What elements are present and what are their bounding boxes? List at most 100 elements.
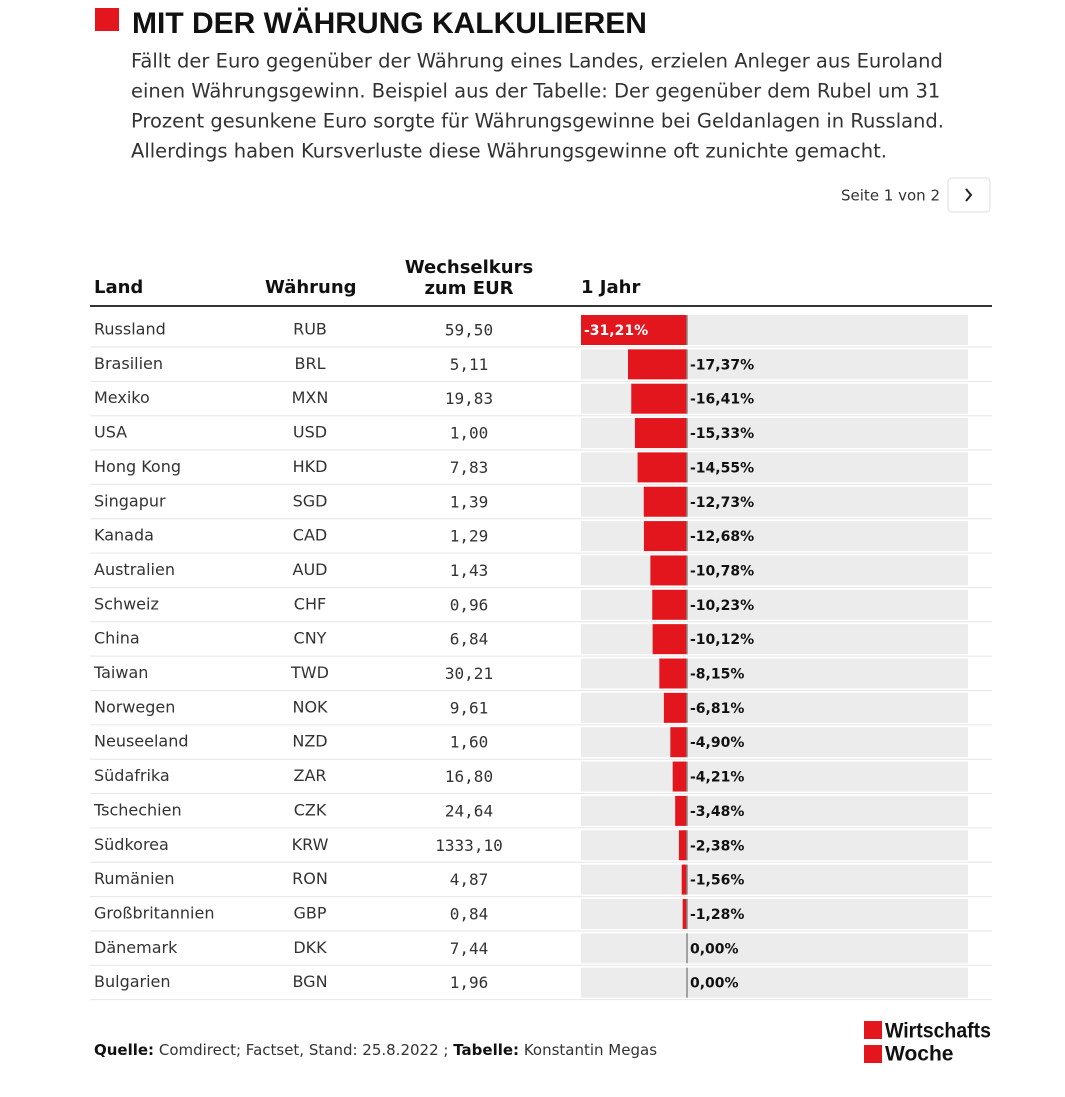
logo-text: Woche (885, 1043, 953, 1066)
logo-text: Wirtschafts (885, 1020, 991, 1043)
change-bar (682, 898, 687, 929)
source: Comdirect; Factset, Stand: 25.8.2022 ; (159, 1041, 449, 1059)
currency: KRW (292, 835, 329, 854)
change-label: 0,00% (690, 941, 739, 957)
currency: CHF (294, 594, 326, 613)
change-label: -3,48% (690, 804, 744, 820)
footer: Quelle: Comdirect; Factset, Stand: 25.8.… (94, 1041, 657, 1059)
change-bar (643, 486, 687, 517)
title: MIT DER WÄHRUNG KALKULIEREN (132, 7, 647, 40)
rate: 7,83 (450, 458, 489, 477)
author: Konstantin Megas (524, 1041, 657, 1059)
row-bar-bg (581, 761, 968, 792)
country: Schweiz (94, 594, 159, 613)
rate: 1333,10 (435, 836, 502, 855)
logo-mark (864, 1021, 882, 1039)
change-label: -4,21% (690, 770, 744, 786)
change-label: -12,68% (690, 529, 754, 545)
change-label: -2,38% (690, 838, 744, 854)
row-bar-bg (581, 521, 968, 552)
rate: 19,83 (445, 389, 493, 408)
rate: 0,84 (450, 904, 489, 923)
country: Singapur (94, 491, 166, 510)
rate: 1,29 (450, 527, 489, 546)
source-label: Quelle: (94, 1041, 154, 1059)
change-bar (637, 452, 687, 483)
change-label: -8,15% (690, 667, 744, 683)
row-bar-bg (581, 727, 968, 758)
change-bar (675, 795, 687, 826)
currency: RON (292, 869, 328, 888)
currency: GBP (293, 903, 326, 922)
change-bar (670, 727, 687, 758)
currency: USD (293, 423, 327, 442)
intro-line: einen Währungsgewinn. Beispiel aus der T… (131, 80, 940, 103)
table-label: Tabelle: (453, 1041, 519, 1059)
country: Hong Kong (94, 457, 181, 476)
rate: 4,87 (450, 870, 489, 889)
currency: NZD (292, 732, 327, 751)
rate: 0,96 (450, 595, 489, 614)
currency: BRL (294, 354, 325, 373)
next-button[interactable] (947, 177, 991, 213)
column-header: zum EUR (424, 278, 513, 299)
change-bar (643, 521, 687, 552)
column-header: Wechselkurs (405, 257, 533, 278)
currency: MXN (292, 388, 329, 407)
row-bar-bg (581, 658, 968, 689)
row-bar-bg (581, 795, 968, 826)
intro-line: Fällt der Euro gegenüber der Währung ein… (131, 50, 943, 73)
rate: 1,60 (450, 733, 489, 752)
rate: 6,84 (450, 630, 489, 649)
change-label: -1,28% (690, 907, 744, 923)
currency: AUD (293, 560, 328, 579)
currency: RUB (293, 320, 327, 339)
rate: 59,50 (445, 321, 493, 340)
country: Mexiko (94, 388, 150, 407)
currency: CZK (294, 800, 327, 819)
change-bar (628, 349, 687, 380)
rate: 7,44 (450, 939, 489, 958)
currency: BGN (292, 972, 327, 991)
change-bar (652, 624, 687, 655)
rate: 1,39 (450, 492, 489, 511)
change-label: -17,37% (690, 357, 754, 373)
currency: TWD (290, 663, 329, 682)
rate: 5,11 (450, 355, 489, 374)
pager: Seite 1 von 2 (841, 187, 940, 205)
row-bar-bg (581, 864, 968, 895)
table-rows: Russland RUB 59,50 -31,21% Brasilien BRL 5,11 -… (90, 315, 992, 1001)
currency: DKK (293, 938, 327, 957)
country: China (94, 629, 140, 648)
change-bar (631, 383, 687, 414)
currency: CAD (293, 526, 327, 545)
column-header: 1 Jahr (581, 277, 640, 298)
change-bar (581, 315, 687, 345)
change-bar (634, 418, 687, 449)
change-label: -14,55% (690, 460, 754, 476)
change-label: -16,41% (690, 392, 754, 408)
change-bar (663, 692, 687, 723)
rate: 16,80 (445, 767, 493, 786)
country: USA (94, 423, 127, 442)
rate: 30,21 (445, 664, 493, 683)
rate: 1,00 (450, 424, 489, 443)
row-bar-bg (581, 830, 968, 861)
change-bar (650, 555, 687, 586)
currency: NOK (292, 697, 328, 716)
change-label: 0,00% (690, 976, 739, 992)
change-label: -10,12% (690, 632, 754, 648)
column-header: Land (94, 277, 143, 298)
change-label: -10,78% (690, 563, 754, 579)
currency: CNY (294, 629, 327, 648)
row-bar-bg (581, 933, 968, 964)
country: Rumänien (94, 869, 175, 888)
row-bar-bg (581, 624, 968, 655)
column-header: Währung (265, 277, 357, 298)
country: Bulgarien (94, 972, 171, 991)
rate: 24,64 (445, 801, 493, 820)
currency: ZAR (293, 766, 326, 785)
change-bar (659, 658, 687, 689)
country: Südafrika (94, 766, 170, 785)
